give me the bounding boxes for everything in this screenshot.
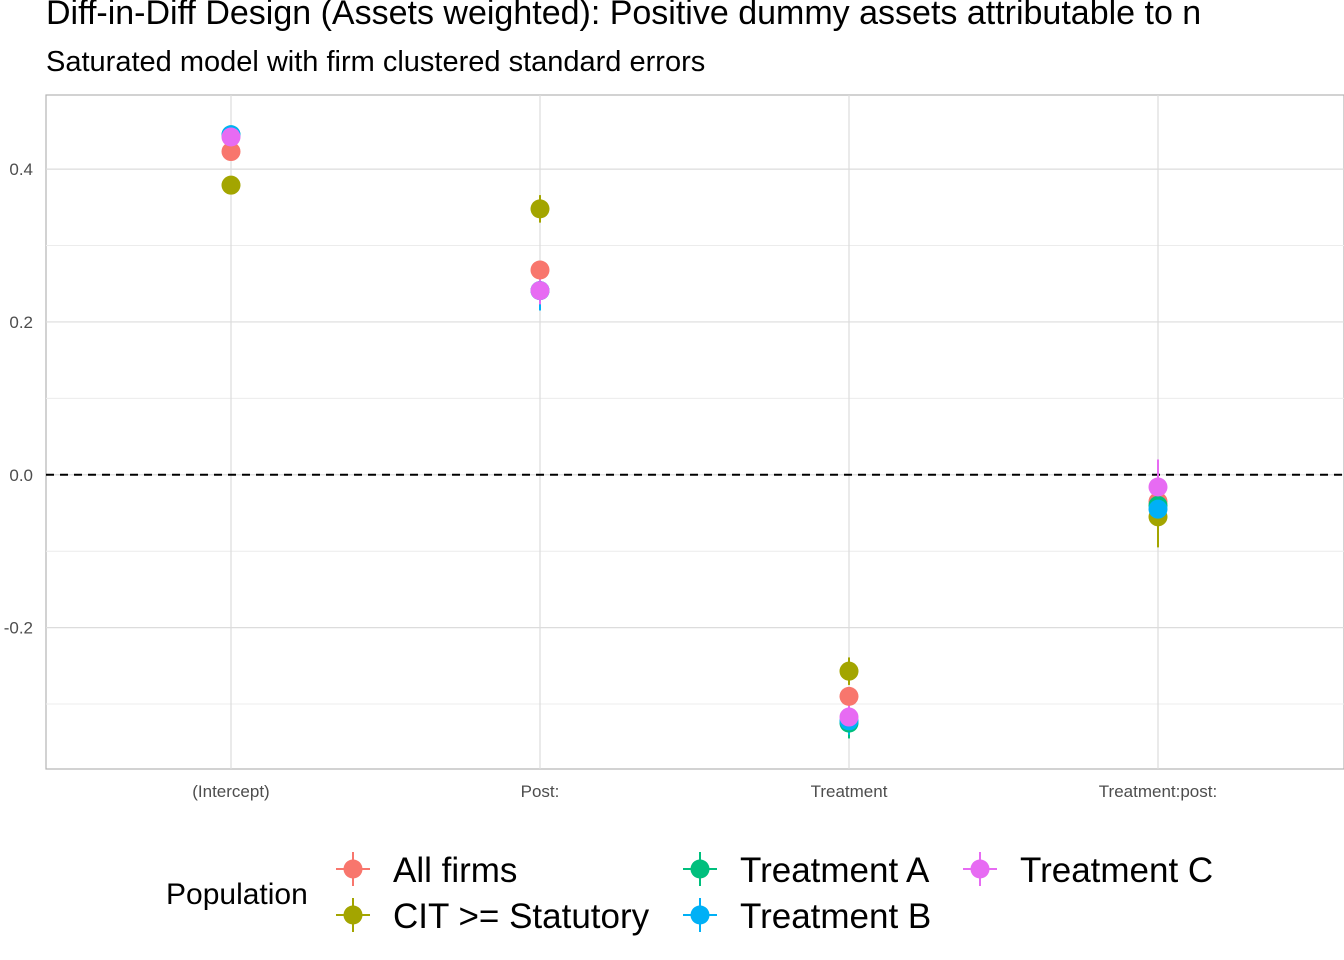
legend-label: CIT >= Statutory (393, 897, 650, 936)
y-tick-label: 0.4 (9, 160, 33, 179)
legend-key-point (690, 859, 710, 879)
gridlines (46, 95, 1344, 769)
legend-label: Treatment C (1020, 851, 1213, 890)
legend: Population All firms CIT >= Statutory Trea… (166, 851, 1213, 936)
y-tick-label: 0.0 (9, 466, 33, 485)
legend-key-point (343, 905, 363, 925)
legend-key-point (343, 859, 363, 879)
y-tick-label: -0.2 (4, 619, 33, 638)
panel-border (45, 94, 1344, 770)
x-axis-ticks: (Intercept) Post: Treatment Treatment:post: (192, 782, 1217, 801)
legend-key-point (970, 859, 990, 879)
legend-key-point (690, 905, 710, 925)
data-point (1148, 499, 1168, 519)
data-point (839, 661, 859, 681)
x-tick-label: (Intercept) (192, 782, 269, 801)
chart-subtitle: Saturated model with firm clustered stan… (46, 46, 706, 78)
legend-title: Population (166, 878, 308, 911)
y-tick-label: 0.2 (9, 313, 33, 332)
data-point (839, 686, 859, 706)
data-point (530, 260, 550, 280)
data-point (530, 281, 550, 301)
chart-title: Diff-in-Diff Design (Assets weighted): P… (46, 0, 1202, 32)
x-tick-label: Post: (521, 782, 560, 801)
legend-label: All firms (393, 851, 517, 890)
data-point (221, 142, 241, 162)
data-point (221, 127, 241, 147)
legend-label: Treatment B (740, 897, 931, 936)
y-axis-ticks: -0.2 0.0 0.2 0.4 (4, 160, 33, 638)
data-point (839, 707, 859, 727)
data-marks (221, 125, 1168, 739)
x-tick-label: Treatment (811, 782, 888, 801)
data-point (530, 199, 550, 219)
x-tick-label: Treatment:post: (1099, 782, 1217, 801)
data-point (1148, 477, 1168, 497)
legend-label: Treatment A (740, 851, 930, 890)
data-point (221, 175, 241, 195)
